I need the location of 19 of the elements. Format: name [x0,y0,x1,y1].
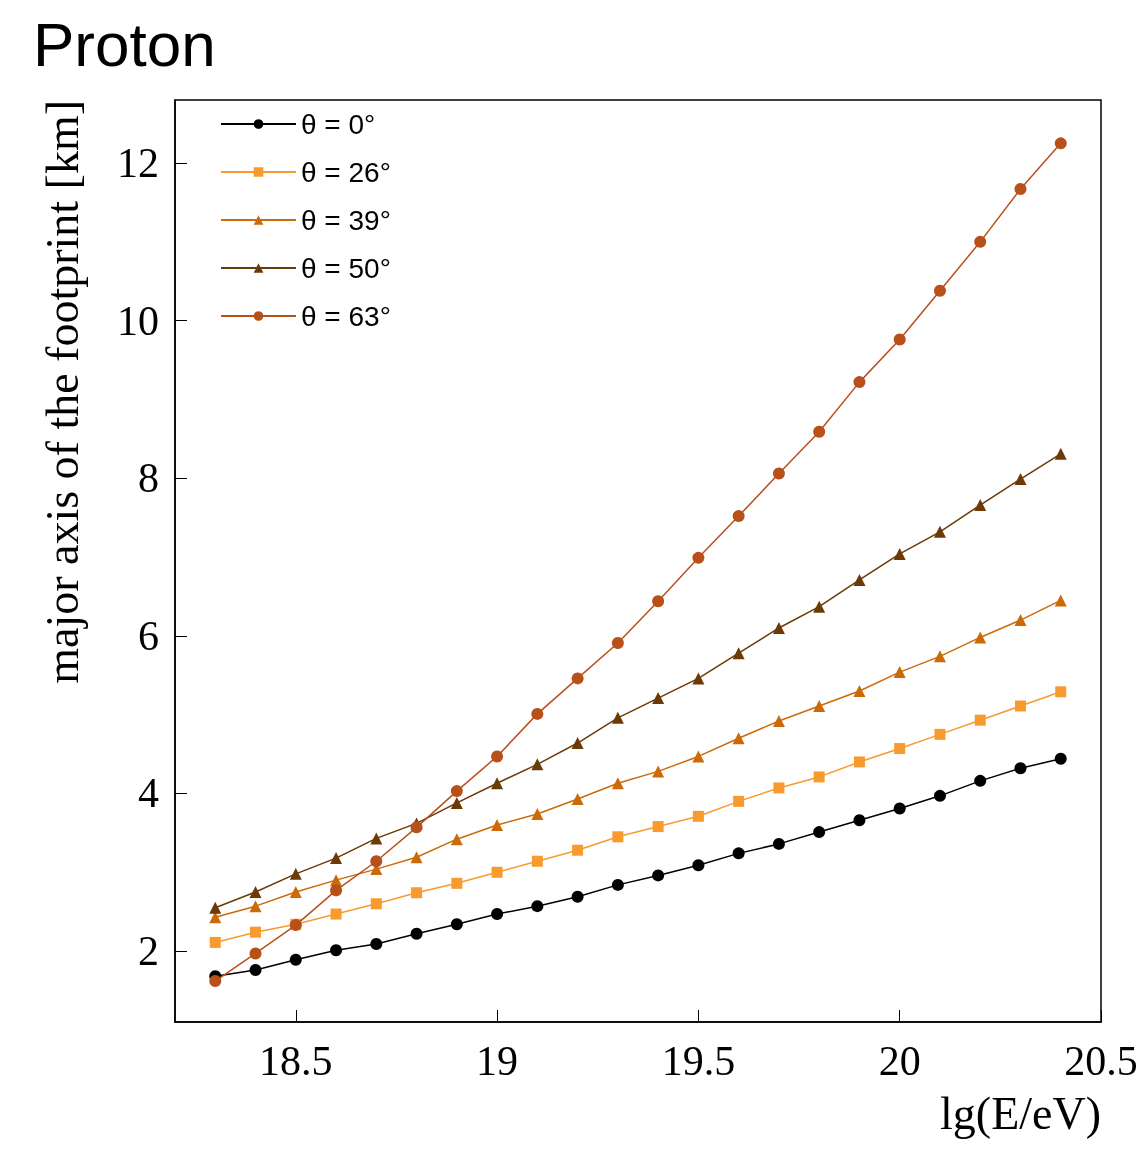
y-tick-label: 6 [138,612,159,659]
x-tick-label: 19.5 [661,1038,736,1084]
y-tick-label: 8 [138,455,159,502]
x-tick-label: 20 [878,1038,921,1084]
y-tick-label: 2 [138,928,159,975]
legend-label: θ = 26° [301,156,391,188]
x-tick-label: 18.5 [259,1038,333,1084]
y-tick-label: 4 [138,770,159,817]
y-tick-label: 12 [117,140,159,187]
legend-label: θ = 0° [301,108,376,140]
y-axis-title: major axis of the footprint [km] [36,100,88,684]
y-tick-label: 10 [117,297,159,344]
legend-label: θ = 63° [301,300,391,332]
legend-label: θ = 39° [301,204,391,236]
x-tick-label: 20.5 [1064,1038,1138,1084]
chart-title: Proton [33,9,216,79]
x-axis-title: lg(E/eV) [940,1087,1101,1139]
x-tick-label: 19 [476,1038,519,1084]
legend-label: θ = 50° [301,252,391,284]
